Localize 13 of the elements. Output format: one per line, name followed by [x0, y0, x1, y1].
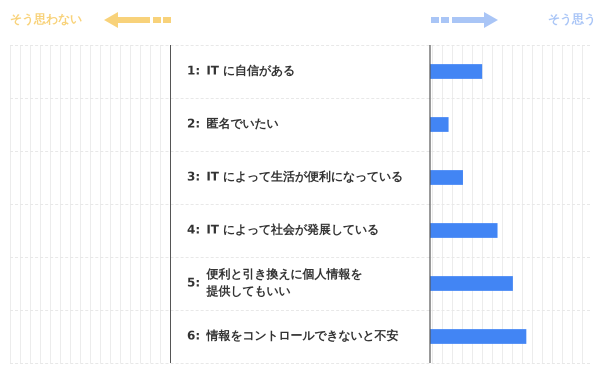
text: そう思わない	[10, 11, 82, 28]
text: そう思う	[548, 11, 596, 28]
y-tick-label: 4: IT によって社会が発展している	[187, 222, 380, 237]
bar	[430, 329, 526, 344]
bar	[430, 276, 513, 291]
y-tick-label: 6: 情報をコントロールできないと不安	[187, 328, 398, 343]
bar	[430, 170, 463, 185]
y-tick-label: 2: 匿名でいたい	[187, 116, 278, 131]
y-tick-label: 1: IT に自信がある	[187, 64, 296, 78]
bar	[430, 64, 482, 79]
bar	[430, 223, 498, 238]
y-tick-label: 3: IT によって生活が便利になっている	[187, 170, 404, 184]
bar	[430, 117, 449, 132]
